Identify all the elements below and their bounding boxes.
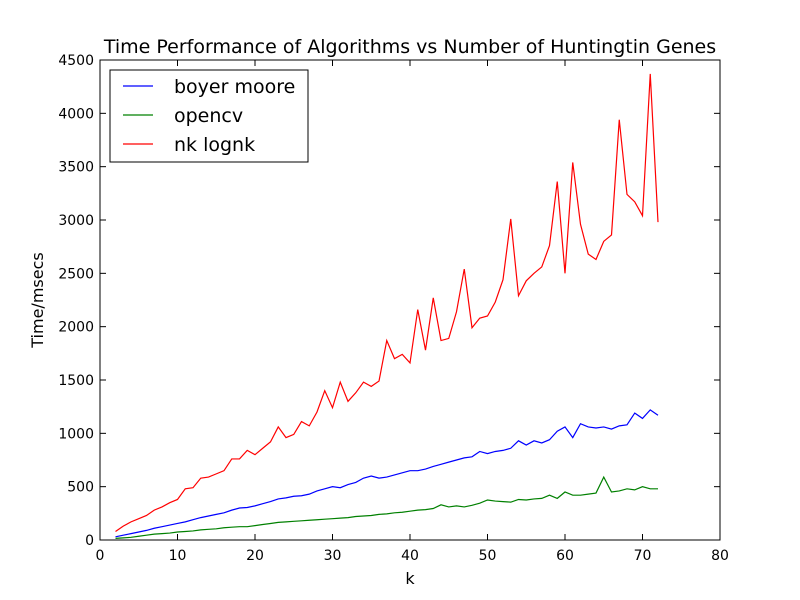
y-tick-label: 4500 — [58, 53, 94, 69]
y-axis-label: Time/msecs — [28, 252, 47, 348]
y-tick-label: 500 — [67, 480, 94, 496]
series-layer — [115, 73, 659, 539]
y-tick-label: 3000 — [58, 213, 94, 229]
legend-label-1: opencv — [174, 105, 243, 127]
x-tick-label: 0 — [96, 548, 105, 564]
x-tick-label: 30 — [324, 548, 342, 564]
x-tick-label: 10 — [169, 548, 187, 564]
y-tick-label: 1500 — [58, 373, 94, 389]
series-line-0 — [115, 409, 659, 538]
series-line-2 — [115, 73, 659, 532]
x-tick-label: 70 — [634, 548, 652, 564]
legend: boyer moore opencv nk lognk — [109, 69, 309, 163]
legend-label-0: boyer moore — [174, 76, 295, 98]
y-tick-label: 3500 — [58, 160, 94, 176]
series-line-1 — [115, 475, 658, 539]
y-tick-label: 4000 — [58, 106, 94, 122]
x-tick-label: 50 — [479, 548, 497, 564]
y-tick-label: 1000 — [58, 426, 94, 442]
ticks-layer: 0 10 20 30 40 50 60 70 80 0 500 1000 1500 2000 2500 300… — [58, 53, 729, 564]
x-axis-label: k — [405, 569, 415, 588]
y-tick-label: 0 — [85, 533, 94, 549]
y-tick-label: 2000 — [58, 320, 94, 336]
x-tick-label: 80 — [711, 548, 729, 564]
y-tick-label: 2500 — [58, 266, 94, 282]
x-tick-label: 60 — [556, 548, 574, 564]
legend-box — [109, 69, 309, 163]
chart-title: Time Performance of Algorithms vs Number… — [103, 36, 716, 58]
x-tick-label: 20 — [246, 548, 264, 564]
legend-entries: boyer moore opencv nk lognk — [123, 76, 295, 156]
x-tick-label: 40 — [401, 548, 419, 564]
legend-label-2: nk lognk — [174, 134, 255, 156]
